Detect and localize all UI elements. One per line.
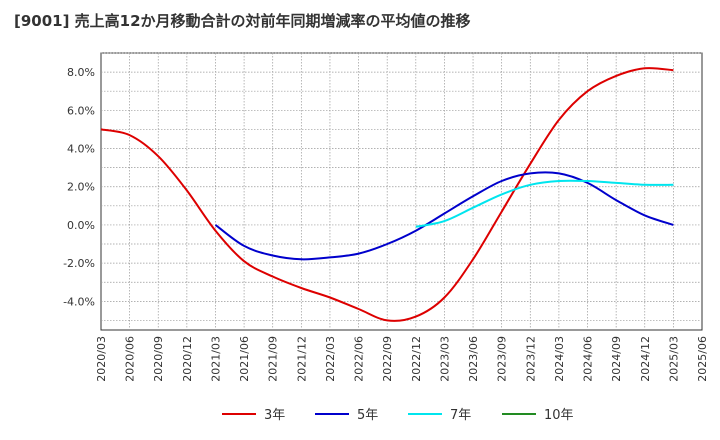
y-tick-label: 8.0% <box>67 66 95 79</box>
x-tick-label: 2022/06 <box>353 336 366 382</box>
legend-label: 5年 <box>357 408 378 423</box>
x-tick-label: 2024/03 <box>553 336 566 382</box>
x-tick-label: 2020/03 <box>95 336 108 382</box>
x-tick-label: 2020/06 <box>124 336 137 382</box>
y-tick-label: 2.0% <box>67 181 95 194</box>
x-tick-label: 2023/12 <box>524 336 537 382</box>
x-tick-label: 2021/12 <box>295 336 308 382</box>
x-tick-label: 2023/06 <box>467 336 480 382</box>
x-axis-ticks: 2020/03 2020/06 2020/09 2020/12 2021/03 2021/… <box>95 336 709 382</box>
x-tick-label: 2025/06 <box>696 336 709 382</box>
series-line <box>415 179 674 228</box>
x-tick-label: 2023/09 <box>496 336 509 382</box>
x-tick-label: 2024/12 <box>639 336 652 382</box>
x-tick-label: 2020/12 <box>181 336 194 382</box>
x-tick-label: 2024/09 <box>610 336 623 382</box>
series-lines <box>100 67 674 322</box>
plot-area <box>100 52 703 331</box>
x-tick-label: 2022/12 <box>410 336 423 382</box>
x-tick-label: 2022/03 <box>324 336 337 382</box>
y-tick-label: 4.0% <box>67 143 95 156</box>
x-tick-label: 2021/06 <box>238 336 251 382</box>
x-tick-label: 2025/03 <box>667 336 680 382</box>
y-tick-label: 0.0% <box>67 219 95 232</box>
x-tick-label: 2021/03 <box>209 336 222 382</box>
x-tick-label: 2024/06 <box>582 336 595 382</box>
x-tick-label: 2020/09 <box>152 336 165 382</box>
legend-label: 10年 <box>544 408 574 423</box>
legend-label: 3年 <box>264 408 285 423</box>
y-tick-label: -2.0% <box>63 257 95 270</box>
legend-label: 7年 <box>450 408 471 423</box>
x-tick-label: 2023/03 <box>438 336 451 382</box>
series-line <box>214 171 674 261</box>
series-line <box>100 67 674 322</box>
y-tick-label: 6.0% <box>67 104 95 117</box>
chart-title: [9001] 売上高12か月移動合計の対前年同期増減率の平均値の推移 <box>14 12 471 30</box>
x-tick-label: 2022/09 <box>381 336 394 382</box>
gridlines <box>101 52 702 330</box>
y-axis-ticks: -4.0% -2.0% 0.0% 2.0% 4.0% 6.0% 8.0% <box>63 66 95 308</box>
x-tick-label: 2021/09 <box>267 336 280 382</box>
legend: 3年 5年 7年 10年 <box>222 408 574 423</box>
y-tick-label: -4.0% <box>63 295 95 308</box>
